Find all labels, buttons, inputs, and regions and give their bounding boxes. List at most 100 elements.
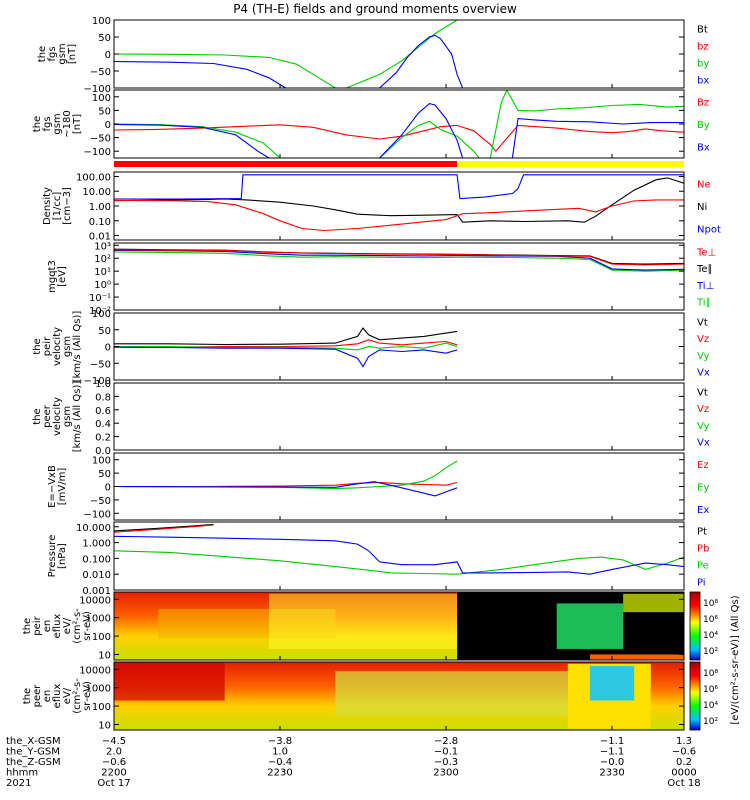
series-line-Ti⊥ xyxy=(114,249,684,271)
y-tick-label: 1000 xyxy=(86,684,111,695)
y-axis-label: eV/ xyxy=(62,687,73,704)
y-axis-label: peir xyxy=(42,336,53,356)
panel-frame xyxy=(113,171,685,241)
y-axis-label: [nPa] xyxy=(57,543,68,569)
y-axis-label: velocity xyxy=(52,397,63,436)
spectrogram xyxy=(114,662,684,730)
y-tick-label: 0.6 xyxy=(95,406,111,417)
y-tick-label: 10 xyxy=(98,650,111,661)
y-axis-label: (cm²‑s‑ xyxy=(72,608,83,644)
y-tick-label: 0 xyxy=(105,120,111,131)
y-axis-label: (cm²‑s‑ xyxy=(72,678,83,714)
panel-frame xyxy=(113,382,685,451)
y-tick-label: 1000 xyxy=(86,614,111,625)
x-axis-value: −0.1 xyxy=(434,747,458,758)
y-axis-label: peer xyxy=(32,684,43,708)
y-tick-label: 0.010 xyxy=(82,570,111,581)
y-axis-label: velocity xyxy=(52,327,63,366)
colorbar-tick-label: 10⁸ xyxy=(703,599,718,609)
x-axis-value: −1.1 xyxy=(600,736,624,747)
colorbar xyxy=(689,591,701,661)
legend-entry: Ne xyxy=(697,179,711,190)
x-axis-value: Oct 17 xyxy=(97,778,130,789)
y-tick-label: 100 xyxy=(92,632,111,643)
y-axis-label: [nT] xyxy=(67,44,78,64)
panel-peir-eflux: 10⁸ 10⁶ 10⁴ 10² 10000 1000 100 10 the peir en eflux… xyxy=(22,591,718,661)
y-tick-label: 10000 xyxy=(79,665,111,676)
panel-peer-velocity: Vt Vz Vy Vx 1.0 0.8 0.6 0.4 0.2 0.0 the peer velocit… xyxy=(32,379,710,457)
panel-frame xyxy=(113,19,685,89)
y-axis-label: sr‑eV) xyxy=(82,611,93,641)
series-line-by xyxy=(114,20,458,88)
y-tick-label: 10¹ xyxy=(94,267,111,278)
series-line-Pi xyxy=(114,535,684,575)
page-title: P4 (TH-E) fields and ground moments over… xyxy=(233,2,517,16)
series-line-Ti∥ xyxy=(114,251,684,272)
y-tick-label: −100 xyxy=(84,376,111,387)
y-tick-label: 50 xyxy=(98,469,111,480)
x-axis-value: 0.2 xyxy=(676,757,692,768)
x-axis-value: 1.3 xyxy=(676,736,692,747)
legend-entry: Ni xyxy=(697,202,707,213)
y-axis-label: [1/cc] xyxy=(52,192,63,221)
legend-entry: bz xyxy=(697,42,709,53)
y-tick-label: −50 xyxy=(90,134,111,145)
x-axis-value: 2230 xyxy=(267,768,292,779)
series-line-Vx xyxy=(114,346,458,368)
x-axis-value: 2200 xyxy=(101,768,126,779)
legend-entry: Vx xyxy=(697,438,710,449)
y-axis-label: the xyxy=(32,338,43,354)
legend-entry: Vz xyxy=(697,404,709,415)
panel-peir-velocity: Vt Vz Vy Vx 100 50 0 −50 −100 the peir velocity gsm[… xyxy=(32,309,710,387)
y-axis-label: eflux xyxy=(52,684,63,709)
x-axis-value: 2300 xyxy=(433,768,458,779)
y-axis-label: eV/ xyxy=(62,617,73,634)
legend-entry: By xyxy=(697,120,710,131)
y-tick-label: 0.10 xyxy=(89,217,111,228)
panel-frame xyxy=(113,242,685,311)
series-line-Npot xyxy=(114,174,684,200)
mode-bar-segment xyxy=(114,161,458,167)
panel-pressure: Pt Pb Pe Pi 10.000 1.000 0.100 0.010 0.001 Pressu… xyxy=(47,521,709,597)
panel-density: Ne Ni Npot 100.00 10.00 1.00 0.10 0.01 Density [1… xyxy=(42,171,721,243)
y-tick-label: 100 xyxy=(92,456,111,467)
x-axis-value: −3.8 xyxy=(268,736,292,747)
colorbar-tick-label: 10⁴ xyxy=(703,631,718,641)
y-axis-label: [km/s (All Qs)] xyxy=(72,381,83,453)
x-axis-row-label: the_Z‑GSM xyxy=(6,757,61,768)
legend-entry: Ez xyxy=(697,460,709,471)
y-tick-label: −50 xyxy=(90,359,111,370)
series-line-Vt xyxy=(114,327,458,346)
panel-frame xyxy=(113,89,685,159)
y-axis-label: peir xyxy=(32,615,43,635)
y-tick-label: 100.00 xyxy=(76,172,111,183)
mode-bar-segment xyxy=(457,161,684,167)
panel-fgs-180: Bz By Bx 100 50 0 −50 −100 the fgs gsm ~180 [nT] xyxy=(32,89,710,159)
x-axis-value: Oct 18 xyxy=(667,778,700,789)
legend-entry: Ti⊥ xyxy=(696,281,714,292)
colorbar-tick-label: 10⁸ xyxy=(703,669,718,679)
colorbar-tick-label: 10² xyxy=(703,717,718,727)
y-tick-label: 10⁻¹ xyxy=(89,293,111,304)
y-tick-label: 0 xyxy=(105,483,111,494)
y-axis-label: E=−VxB xyxy=(47,465,58,508)
legend-entry: Vt xyxy=(697,317,708,328)
y-axis-label: gsm xyxy=(62,336,73,357)
y-axis-label: Density xyxy=(42,187,53,225)
y-tick-label: −100 xyxy=(84,84,111,95)
legend-entry: Vy xyxy=(697,351,710,362)
y-axis-label: peer xyxy=(42,404,53,428)
y-axis-label: sr‑eV) xyxy=(82,681,93,711)
y-axis-label: gsm xyxy=(52,113,63,134)
colorbar-tick-label: 10⁴ xyxy=(703,701,718,711)
y-tick-label: −50 xyxy=(90,496,111,507)
y-tick-label: 50 xyxy=(98,106,111,117)
y-tick-label: 0.2 xyxy=(95,433,111,444)
y-tick-label: 0.8 xyxy=(95,392,111,403)
legend-entry: Te∥ xyxy=(696,264,713,275)
legend-entry: Bz xyxy=(697,97,709,108)
legend-entry: Pe xyxy=(697,561,709,572)
legend-entry: Ex xyxy=(697,505,709,516)
legend-entry: Ti∥ xyxy=(696,298,711,309)
